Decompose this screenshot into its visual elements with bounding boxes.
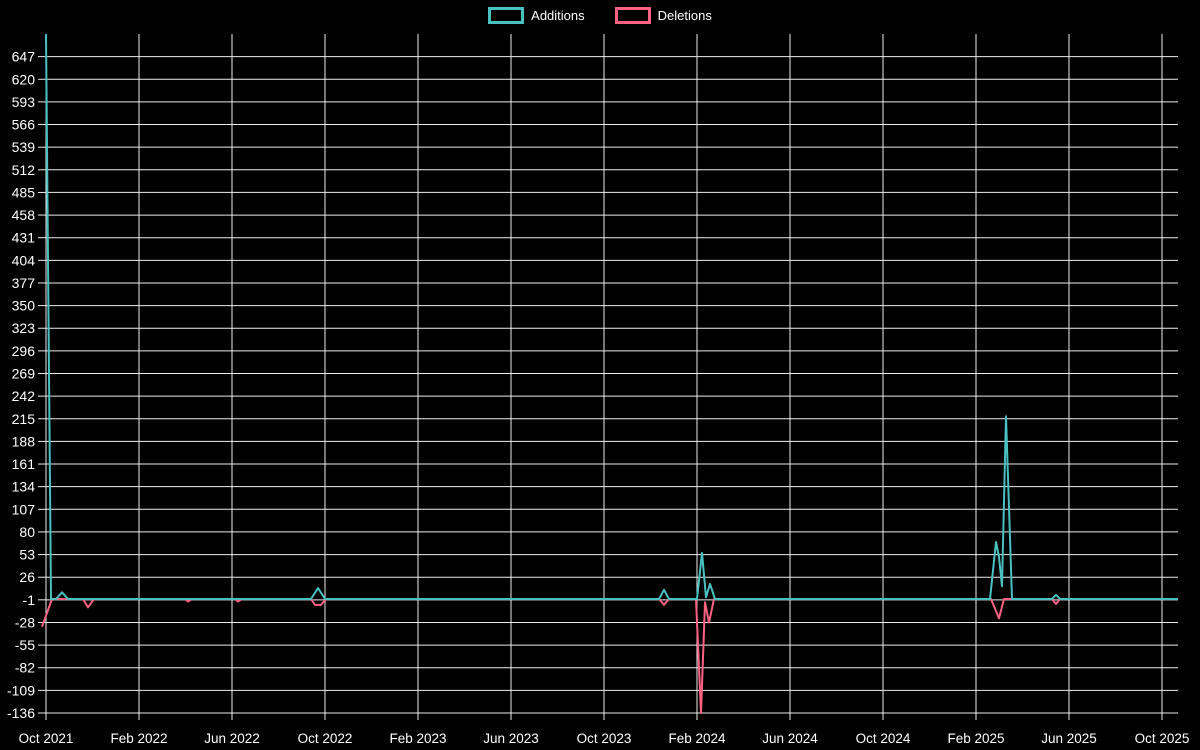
x-tick-label: Oct 2021: [19, 731, 74, 746]
deletions-swatch-icon: [614, 7, 651, 24]
y-tick-label: 350: [12, 298, 36, 314]
x-tick-label: Jun 2024: [762, 731, 818, 746]
legend-item-additions[interactable]: Additions: [488, 7, 585, 24]
y-tick-label: 269: [12, 366, 36, 382]
x-tick-label: Feb 2023: [389, 731, 446, 746]
legend-item-deletions[interactable]: Deletions: [614, 7, 712, 24]
legend-label-additions: Additions: [531, 8, 585, 23]
x-tick-label: Jun 2025: [1041, 731, 1097, 746]
chart-legend: Additions Deletions: [0, 7, 1200, 24]
x-tick-label: Jun 2022: [204, 731, 260, 746]
y-tick-label: 512: [12, 162, 36, 178]
y-tick-label: 647: [12, 49, 36, 65]
y-tick-label: 296: [12, 343, 36, 359]
y-tick-label: 188: [12, 433, 36, 449]
y-tick-label: 107: [12, 501, 36, 517]
additions-swatch-icon: [488, 7, 525, 24]
y-tick-label: 134: [12, 479, 36, 495]
x-tick-label: Jun 2023: [483, 731, 539, 746]
y-tick-label: 161: [12, 456, 36, 472]
x-tick-label: Feb 2022: [110, 731, 167, 746]
y-tick-label: 323: [12, 320, 36, 336]
y-tick-label: -109: [7, 682, 35, 698]
x-tick-label: Feb 2024: [668, 731, 726, 746]
y-tick-label: -55: [15, 637, 35, 653]
series-line-deletions: [41, 598, 1178, 714]
y-tick-label: 593: [12, 94, 36, 110]
x-tick-label: Oct 2025: [1135, 731, 1190, 746]
y-tick-label: -82: [15, 660, 35, 676]
y-tick-label: 53: [19, 547, 35, 563]
y-tick-label: 215: [12, 411, 36, 427]
y-tick-label: 620: [12, 71, 36, 87]
y-tick-label: 485: [12, 184, 36, 200]
y-tick-label: 404: [12, 252, 36, 268]
x-tick-label: Oct 2024: [856, 731, 911, 746]
y-tick-label: -28: [15, 614, 35, 630]
y-tick-label: 377: [12, 275, 36, 291]
y-tick-label: 539: [12, 139, 36, 155]
y-tick-label: -136: [7, 705, 35, 721]
series-line-additions: [45, 33, 1178, 600]
y-tick-label: 242: [12, 388, 36, 404]
y-tick-label: -1: [23, 592, 36, 608]
x-tick-label: Oct 2022: [298, 731, 353, 746]
y-tick-label: 80: [19, 524, 35, 540]
y-tick-label: 566: [12, 117, 36, 133]
y-tick-label: 431: [12, 230, 36, 246]
x-tick-label: Oct 2023: [577, 731, 632, 746]
y-tick-label: 26: [19, 569, 35, 585]
x-tick-label: Feb 2025: [947, 731, 1004, 746]
legend-label-deletions: Deletions: [657, 8, 712, 23]
y-tick-label: 458: [12, 207, 36, 223]
